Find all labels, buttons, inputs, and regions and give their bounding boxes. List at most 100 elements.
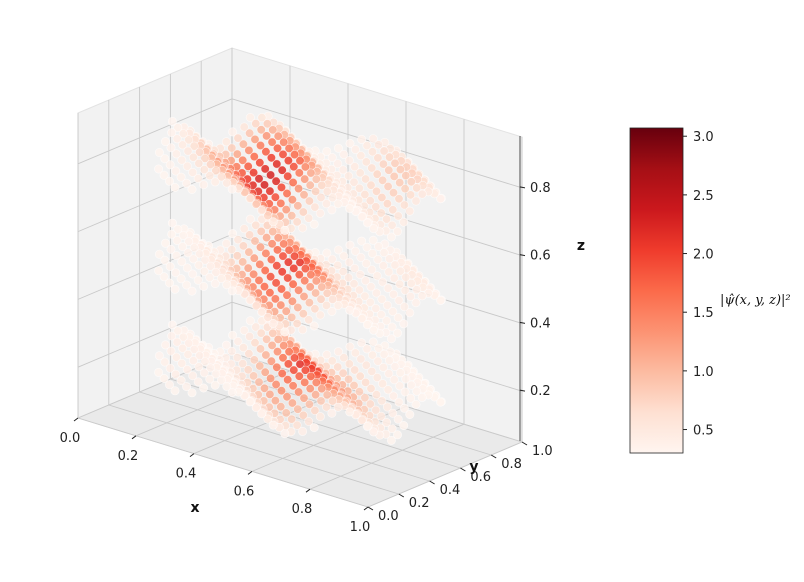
scatter-point [316, 294, 326, 304]
scatter-point [411, 399, 421, 409]
scatter-point [187, 286, 197, 296]
scatter-point [344, 359, 354, 369]
scatter-point [395, 165, 405, 175]
scatter-point [249, 269, 259, 279]
scatter-point [400, 387, 410, 397]
scatter-point [387, 424, 397, 434]
scatter-point [305, 180, 315, 190]
scatter-point [393, 211, 403, 221]
scatter-point [268, 318, 278, 328]
scatter-point [383, 385, 393, 395]
scatter-point [205, 171, 215, 181]
scatter-point [277, 165, 287, 175]
scatter-point [227, 143, 237, 153]
scatter-point [406, 291, 416, 301]
scatter-point [287, 211, 297, 221]
scatter-point [345, 138, 355, 148]
scatter-point [195, 147, 205, 157]
scatter-point [284, 245, 294, 255]
scatter-point [171, 166, 181, 176]
scatter-point [322, 146, 332, 156]
scatter-point [232, 251, 242, 261]
scatter-point [327, 356, 337, 366]
scatter-point [266, 356, 276, 366]
scatter-point [372, 271, 382, 281]
scatter-point [233, 133, 243, 143]
scatter-point [338, 368, 348, 378]
scatter-point [376, 411, 386, 421]
scatter-point [182, 365, 192, 375]
scatter-point [309, 321, 319, 331]
scatter-point [199, 281, 209, 291]
scatter-point [300, 174, 310, 184]
scatter-point [399, 200, 409, 210]
scatter-point [273, 233, 283, 243]
scatter-point [395, 381, 405, 391]
scatter-point [287, 414, 297, 424]
scatter-point [394, 397, 404, 407]
scatter-point [350, 246, 360, 256]
scatter-point [362, 141, 372, 151]
scatter-point [384, 152, 394, 162]
scatter-point [299, 291, 309, 301]
scatter-point [263, 414, 273, 424]
scatter-point [227, 286, 237, 296]
scatter-point [199, 165, 209, 175]
scatter-point [251, 301, 261, 311]
scatter-point [356, 354, 366, 364]
scatter-point [283, 171, 293, 181]
scatter-point [371, 390, 381, 400]
z-tick-mark [519, 186, 526, 189]
scatter-point [333, 347, 343, 357]
scatter-point [382, 214, 392, 224]
scatter-point [177, 155, 187, 165]
scatter-point [288, 381, 298, 391]
scatter-point [372, 372, 382, 382]
scatter-point [182, 161, 192, 171]
scatter-point [210, 380, 220, 390]
scatter-point [395, 368, 405, 378]
scatter-point [159, 373, 169, 383]
scatter-point [382, 300, 392, 310]
scatter-point [227, 346, 237, 356]
scatter-point [171, 251, 181, 261]
scatter-point [278, 251, 288, 261]
scatter-point [293, 302, 303, 312]
scatter-point [272, 261, 282, 271]
scatter-point [401, 374, 411, 384]
scatter-point [394, 194, 404, 204]
scatter-point [360, 291, 370, 301]
scatter-point [333, 260, 343, 270]
x-tick-mark [305, 488, 311, 493]
scatter-point [283, 273, 293, 283]
scatter-point [322, 288, 332, 298]
scatter-point [311, 390, 321, 400]
scatter-point [357, 134, 367, 144]
scatter-point [205, 374, 215, 384]
scatter-point [311, 288, 321, 298]
scatter-point [376, 310, 386, 320]
scatter-point [251, 220, 261, 230]
scatter-point [310, 202, 320, 212]
scatter-point [298, 309, 308, 319]
scatter-point [233, 235, 243, 245]
scatter-point [436, 397, 446, 407]
colorbar: 0.5 1.0 1.5 2.0 2.5 3.0 |ψ̂(x, y, z)|² [629, 127, 791, 454]
scatter-point [369, 224, 379, 234]
scatter-point [167, 331, 177, 341]
scatter-point [350, 145, 360, 155]
scatter-point [388, 188, 398, 198]
scatter-point [350, 365, 360, 375]
scatter-point [276, 182, 286, 192]
scatter-point [187, 388, 197, 398]
scatter-point [182, 178, 192, 188]
scatter-point [184, 237, 194, 247]
scatter-point [171, 369, 181, 379]
scatter-point [273, 334, 283, 344]
scatter-point [304, 196, 314, 206]
scatter-point [194, 362, 204, 372]
scatter-point [349, 380, 359, 390]
scatter-point [365, 196, 375, 206]
scatter-point [268, 217, 278, 227]
scatter-point [411, 298, 421, 308]
